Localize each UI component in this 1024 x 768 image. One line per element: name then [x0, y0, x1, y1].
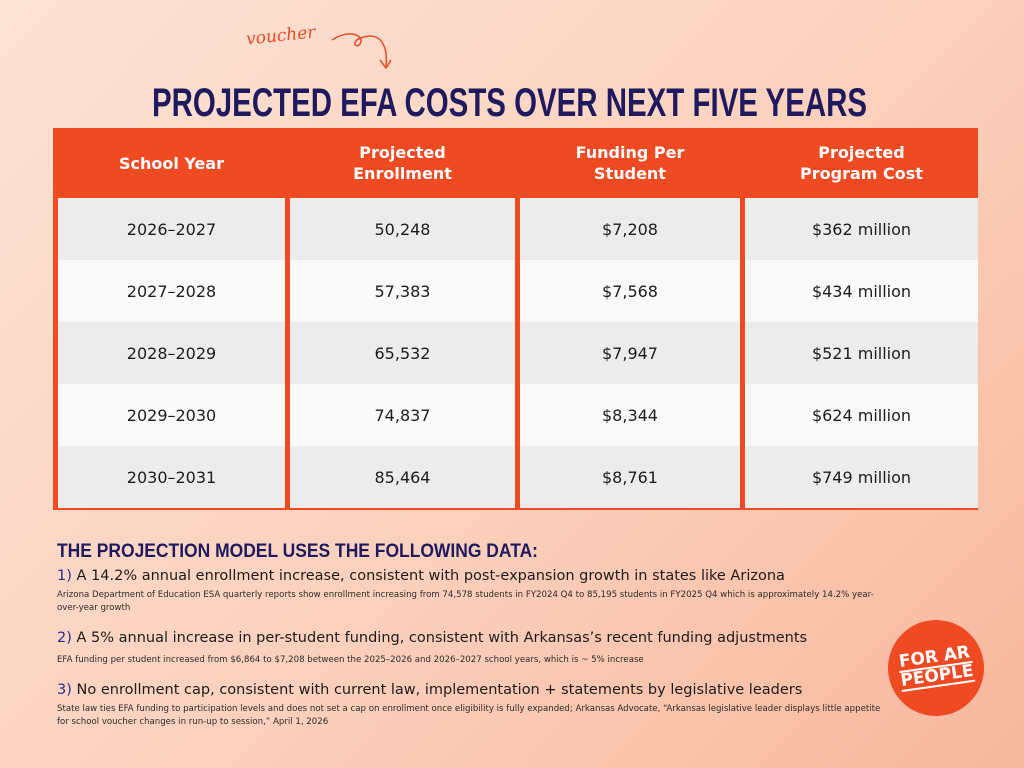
annotation-arrow — [331, 33, 392, 70]
table-cell: 74,837 — [290, 384, 515, 446]
note-detail: EFA funding per student increased from $… — [57, 655, 644, 665]
table-cell: 57,383 — [290, 260, 515, 322]
table: School Year Projected Enrollment Funding P… — [53, 128, 978, 510]
table-cell: 2026–2027 — [58, 198, 285, 260]
table-cell: 50,248 — [290, 198, 515, 260]
table-cell: $7,568 — [520, 260, 740, 322]
header-cell: Funding Per Student — [575, 143, 685, 183]
table-cell: 2030–2031 — [58, 446, 285, 508]
note-headline: 3) No enrollment cap, consistent with cu… — [57, 682, 803, 698]
note-detail: Arizona Department of Education ESA quar… — [57, 590, 874, 613]
header-cell: Projected Enrollment — [353, 143, 452, 183]
table-cell: 2029–2030 — [58, 384, 285, 446]
notes-heading: THE PROJECTION MODEL USES THE FOLLOWING … — [57, 541, 538, 562]
table-cell: $521 million — [745, 322, 978, 384]
table-cell: $362 million — [745, 198, 978, 260]
table-cell: 2027–2028 — [58, 260, 285, 322]
table-cell: $7,947 — [520, 322, 740, 384]
table-cell: $624 million — [745, 384, 978, 446]
header-cell: Projected Program Cost — [800, 143, 923, 183]
table-cell: $7,208 — [520, 198, 740, 260]
note-headline: 1) A 14.2% annual enrollment increase, c… — [57, 568, 785, 584]
title-area: PROJECTED EFA COSTS OVER NEXT FIVE YEARS — [152, 81, 867, 125]
note-headline: 2) A 5% annual increase in per-student f… — [57, 630, 808, 646]
annotation: voucher — [245, 22, 317, 50]
table-cell: 85,464 — [290, 446, 515, 508]
title: PROJECTED EFA COSTS OVER NEXT FIVE YEARS — [152, 81, 867, 125]
table-cell: $8,761 — [520, 446, 740, 508]
table-cell: $8,344 — [520, 384, 740, 446]
header-cell: School Year — [118, 153, 225, 173]
table-cell: 2028–2029 — [58, 322, 285, 384]
note-detail: State law ties EFA funding to participat… — [57, 704, 881, 727]
table-cell: $749 million — [745, 446, 978, 508]
table-cell: 65,532 — [290, 322, 515, 384]
table-cell: $434 million — [745, 260, 978, 322]
notes-heading-area: THE PROJECTION MODEL USES THE FOLLOWING … — [57, 541, 538, 562]
